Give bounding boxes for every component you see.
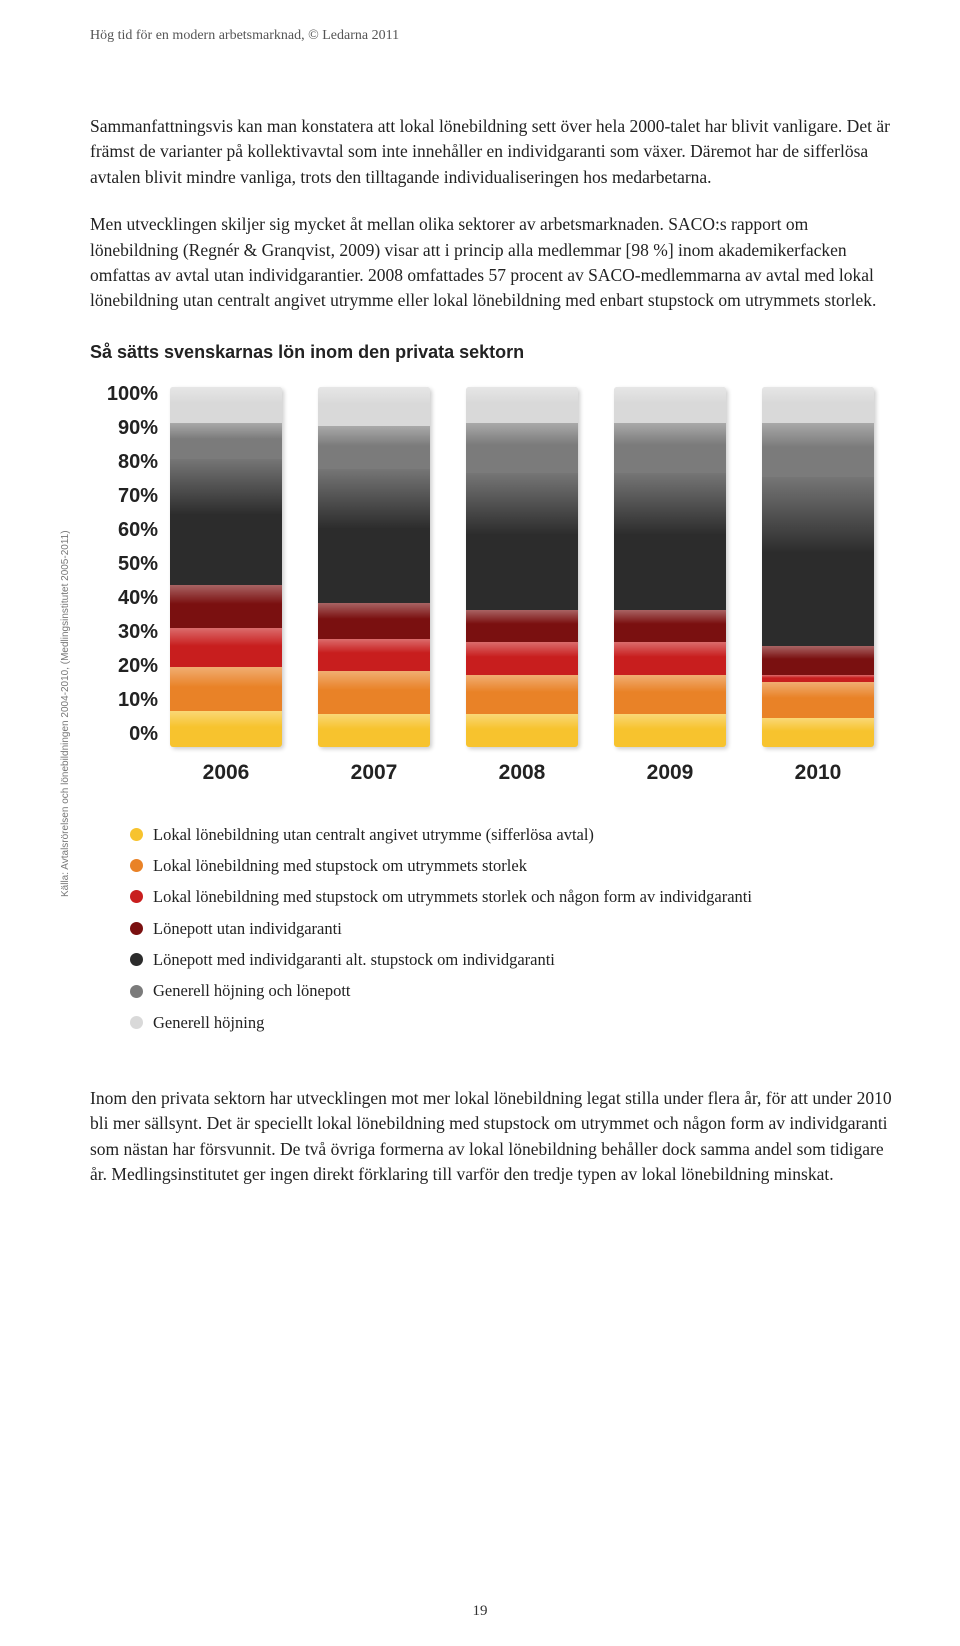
- legend-item: Generell höjning och lönepott: [130, 975, 900, 1006]
- legend-item: Lokal lönebildning med stupstock om utry…: [130, 881, 900, 912]
- bar-segment-lokal_stupstock: [466, 675, 578, 715]
- bar-segment-lokal_stupstock: [170, 667, 282, 710]
- bar-segment-lonepott_med_individ: [170, 459, 282, 585]
- y-tick: 100%: [86, 377, 158, 411]
- paragraph-1: Sammanfattningsvis kan man konstatera at…: [90, 114, 900, 190]
- page-header: Hög tid för en modern arbetsmarknad, © L…: [90, 28, 900, 44]
- x-label: 2009: [647, 761, 694, 785]
- legend-item: Lokal lönebildning med stupstock om utry…: [130, 850, 900, 881]
- bar-segment-lonepott_utan_individ: [318, 603, 430, 639]
- legend-swatch: [130, 953, 143, 966]
- bar-segment-lonepott_med_individ: [614, 473, 726, 610]
- chart-container: Källa: Avtalsrörelsen och lönebildningen…: [40, 377, 900, 1038]
- legend-label: Lönepott med individgaranti alt. stupsto…: [153, 944, 555, 975]
- x-label: 2006: [203, 761, 250, 785]
- legend-item: Generell höjning: [130, 1007, 900, 1038]
- bar-segment-lokal_sifferlosa: [170, 711, 282, 747]
- stacked-bar: [170, 387, 282, 747]
- bar-segment-generell_hojning_lonepott: [762, 423, 874, 477]
- bar-segment-lokal_stupstock: [762, 682, 874, 718]
- legend-label: Generell höjning och lönepott: [153, 975, 351, 1006]
- legend-label: Lokal lönebildning utan centralt angivet…: [153, 819, 594, 850]
- bar-segment-lokal_sifferlosa: [614, 714, 726, 746]
- y-tick: 60%: [86, 513, 158, 547]
- stacked-bar: [614, 387, 726, 747]
- bar-column: 2008: [466, 387, 578, 785]
- legend-swatch: [130, 1016, 143, 1029]
- bar-segment-generell_hojning_lonepott: [614, 423, 726, 473]
- bar-segment-lonepott_med_individ: [762, 477, 874, 646]
- legend-item: Lönepott utan individgaranti: [130, 913, 900, 944]
- y-tick: 0%: [86, 717, 158, 751]
- x-label: 2008: [499, 761, 546, 785]
- stacked-bar: [466, 387, 578, 747]
- bar-segment-generell_hojning: [318, 387, 430, 427]
- chart-source: Källa: Avtalsrörelsen och lönebildningen…: [60, 530, 71, 897]
- bar-segment-lokal_stupstock: [318, 671, 430, 714]
- legend-label: Lönepott utan individgaranti: [153, 913, 342, 944]
- legend-item: Lokal lönebildning utan centralt angivet…: [130, 819, 900, 850]
- y-tick: 50%: [86, 547, 158, 581]
- bar-segment-lokal_sifferlosa: [318, 714, 430, 746]
- legend-swatch: [130, 985, 143, 998]
- y-tick: 40%: [86, 581, 158, 615]
- legend-label: Lokal lönebildning med stupstock om utry…: [153, 850, 527, 881]
- bar-segment-generell_hojning: [614, 387, 726, 423]
- bar-segment-lonepott_utan_individ: [762, 646, 874, 675]
- bar-segment-generell_hojning_lonepott: [466, 423, 578, 473]
- bar-segment-lokal_stupstock: [614, 675, 726, 715]
- y-tick: 20%: [86, 649, 158, 683]
- y-tick: 70%: [86, 479, 158, 513]
- paragraph-2: Men utvecklingen skiljer sig mycket åt m…: [90, 212, 900, 314]
- bar-segment-lonepott_utan_individ: [170, 585, 282, 628]
- bar-segment-generell_hojning: [466, 387, 578, 423]
- bar-column: 2007: [318, 387, 430, 785]
- y-axis: 100%90%80%70%60%50%40%30%20%10%0%: [86, 377, 158, 751]
- legend-swatch: [130, 922, 143, 935]
- y-tick: 80%: [86, 445, 158, 479]
- bar-segment-lokal_stupstock_individ: [466, 642, 578, 674]
- stacked-bar: [318, 387, 430, 747]
- bar-column: 2010: [762, 387, 874, 785]
- y-tick: 90%: [86, 411, 158, 445]
- bar-segment-generell_hojning_lonepott: [170, 423, 282, 459]
- stacked-bar: [762, 387, 874, 747]
- legend-swatch: [130, 890, 143, 903]
- bar-segment-lokal_stupstock_individ: [614, 642, 726, 674]
- y-tick: 10%: [86, 683, 158, 717]
- legend-swatch: [130, 828, 143, 841]
- y-tick: 30%: [86, 615, 158, 649]
- bar-segment-lonepott_utan_individ: [466, 610, 578, 642]
- bars-row: 2006 2007 2008 2009 2010: [170, 377, 874, 785]
- legend-label: Lokal lönebildning med stupstock om utry…: [153, 881, 752, 912]
- bar-segment-lokal_sifferlosa: [762, 718, 874, 747]
- legend-item: Lönepott med individgaranti alt. stupsto…: [130, 944, 900, 975]
- legend-label: Generell höjning: [153, 1007, 264, 1038]
- bar-segment-lonepott_med_individ: [318, 469, 430, 602]
- bar-column: 2006: [170, 387, 282, 785]
- bar-column: 2009: [614, 387, 726, 785]
- bar-segment-lokal_stupstock_individ: [170, 628, 282, 668]
- bar-segment-generell_hojning_lonepott: [318, 426, 430, 469]
- x-label: 2010: [795, 761, 842, 785]
- bar-segment-lokal_sifferlosa: [466, 714, 578, 746]
- paragraph-3: Inom den privata sektorn har utvecklinge…: [90, 1086, 900, 1188]
- x-label: 2007: [351, 761, 398, 785]
- chart-title: Så sätts svenskarnas lön inom den privat…: [90, 342, 900, 363]
- bar-segment-lokal_stupstock_individ: [318, 639, 430, 671]
- legend-swatch: [130, 859, 143, 872]
- bar-segment-generell_hojning: [762, 387, 874, 423]
- bar-segment-lonepott_utan_individ: [614, 610, 726, 642]
- page-number: 19: [0, 1603, 960, 1620]
- bar-segment-lokal_stupstock_individ: [762, 675, 874, 682]
- chart-legend: Lokal lönebildning utan centralt angivet…: [130, 819, 900, 1038]
- bar-segment-lonepott_med_individ: [466, 473, 578, 610]
- bar-segment-generell_hojning: [170, 387, 282, 423]
